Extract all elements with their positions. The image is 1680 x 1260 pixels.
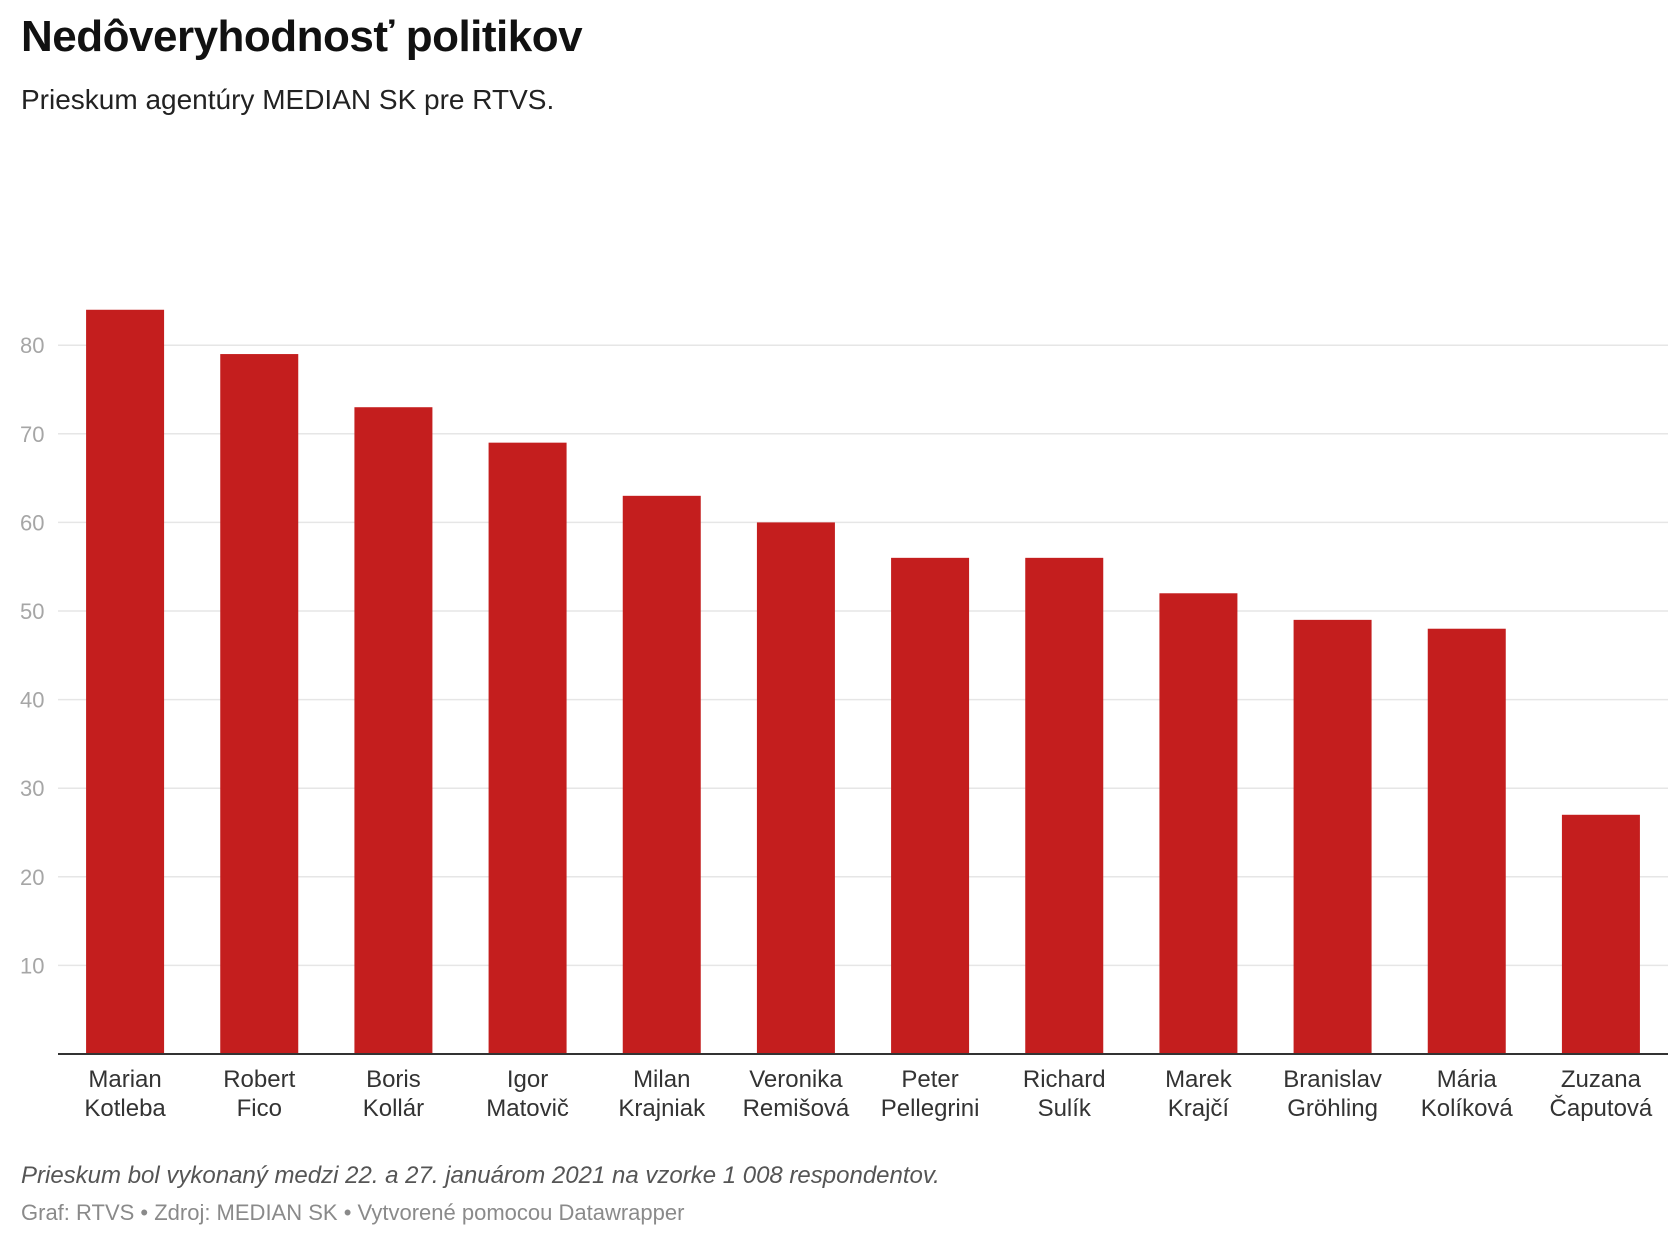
x-category-label: Matovič [486, 1095, 569, 1122]
x-axis-labels: MarianKotlebaRobertFicoBorisKollárIgorMa… [84, 1066, 1653, 1122]
y-tick-label: 20 [20, 865, 44, 890]
chart-notes: Prieskum bol vykonaný medzi 22. a 27. ja… [21, 1162, 940, 1189]
y-axis-ticks: 10 20 30 40 50 60 70 80 [20, 333, 44, 978]
x-category-label: Kotleba [84, 1095, 166, 1122]
x-category-label: Remišová [743, 1095, 850, 1122]
bar [1159, 593, 1238, 1054]
bar [1561, 814, 1640, 1054]
x-category-label: Robert [223, 1066, 295, 1093]
bar [891, 557, 970, 1054]
x-category-label: Čaputová [1550, 1094, 1653, 1122]
x-category-label: Fico [237, 1095, 282, 1122]
x-category-label: Veronika [749, 1066, 843, 1093]
y-tick-label: 30 [20, 776, 44, 801]
y-tick-label: 40 [20, 688, 44, 713]
x-category-label: Kollár [363, 1095, 424, 1122]
chart-credits: Graf: RTVS • Zdroj: MEDIAN SK • Vytvoren… [21, 1200, 685, 1225]
x-category-label: Boris [366, 1066, 421, 1093]
bar [756, 522, 835, 1054]
bar [86, 309, 165, 1054]
gridlines [58, 344, 1668, 967]
x-category-label: Kolíková [1421, 1095, 1514, 1122]
x-category-label: Krajčí [1168, 1095, 1230, 1122]
x-category-label: Mária [1437, 1066, 1498, 1093]
x-category-label: Marek [1165, 1066, 1233, 1093]
y-tick-label: 70 [20, 422, 44, 447]
x-category-label: Branislav [1283, 1066, 1382, 1093]
chart-subtitle: Prieskum agentúry MEDIAN SK pre RTVS. [21, 84, 555, 115]
bar [622, 495, 701, 1054]
bar [1427, 628, 1506, 1054]
x-category-label: Pellegrini [881, 1095, 980, 1122]
bar [1293, 619, 1372, 1054]
x-category-label: Richard [1023, 1066, 1106, 1093]
x-category-label: Marian [88, 1066, 161, 1093]
x-category-label: Peter [901, 1066, 958, 1093]
bar [354, 407, 433, 1055]
bar [488, 442, 567, 1054]
x-category-label: Igor [507, 1066, 548, 1093]
bar [1025, 557, 1104, 1054]
chart-title: Nedôveryhodnosť politikov [21, 12, 583, 61]
x-category-label: Sulík [1038, 1095, 1092, 1122]
x-category-label: Krajniak [618, 1095, 706, 1122]
y-tick-label: 80 [20, 333, 44, 358]
bars [86, 309, 1640, 1055]
x-category-label: Gröhling [1287, 1095, 1378, 1122]
x-category-label: Milan [633, 1066, 690, 1093]
y-tick-label: 50 [20, 599, 44, 624]
bar [220, 354, 299, 1054]
x-category-label: Zuzana [1561, 1066, 1642, 1093]
y-tick-label: 60 [20, 510, 44, 535]
y-tick-label: 10 [20, 953, 44, 978]
